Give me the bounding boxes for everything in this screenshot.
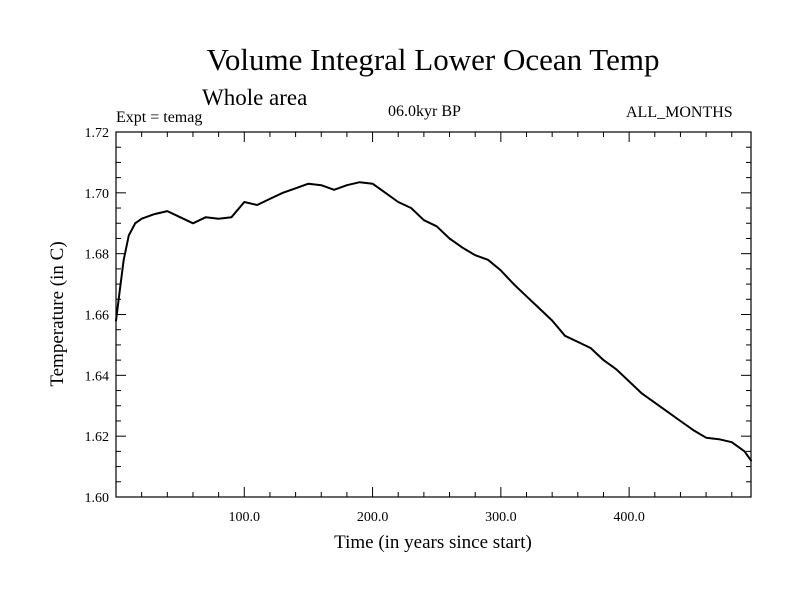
axis-ticks: 100.0 200.0 300.0 400.0 1.60 1.62 1.64 1.66 1.68… (85, 126, 751, 525)
series-line (115, 181, 752, 462)
x-tick-label: 200.0 (357, 510, 389, 525)
x-tick-label: 400.0 (613, 510, 645, 525)
y-tick-label: 1.62 (85, 430, 110, 445)
x-tick-label: 100.0 (229, 510, 261, 525)
experiment-label: Expt = temag (116, 109, 203, 126)
months-label: ALL_MONTHS (626, 104, 733, 121)
y-tick-label: 1.66 (85, 309, 110, 324)
series-layer (115, 181, 752, 462)
y-axis-title: Temperature (in C) (47, 241, 68, 386)
plot-frame (115, 131, 752, 498)
y-tick-label: 1.60 (85, 491, 110, 506)
y-tick-label: 1.70 (85, 187, 110, 202)
y-tick-label: 1.68 (85, 248, 110, 263)
y-tick-label: 1.72 (85, 126, 110, 141)
chart-subtitle: Whole area (202, 85, 308, 110)
y-tick-label: 1.64 (85, 369, 110, 384)
x-axis-title: Time (in years since start) (334, 532, 532, 553)
x-tick-label: 300.0 (485, 510, 517, 525)
chart-title: Volume Integral Lower Ocean Temp (206, 42, 660, 77)
period-label: 06.0kyr BP (388, 103, 461, 120)
